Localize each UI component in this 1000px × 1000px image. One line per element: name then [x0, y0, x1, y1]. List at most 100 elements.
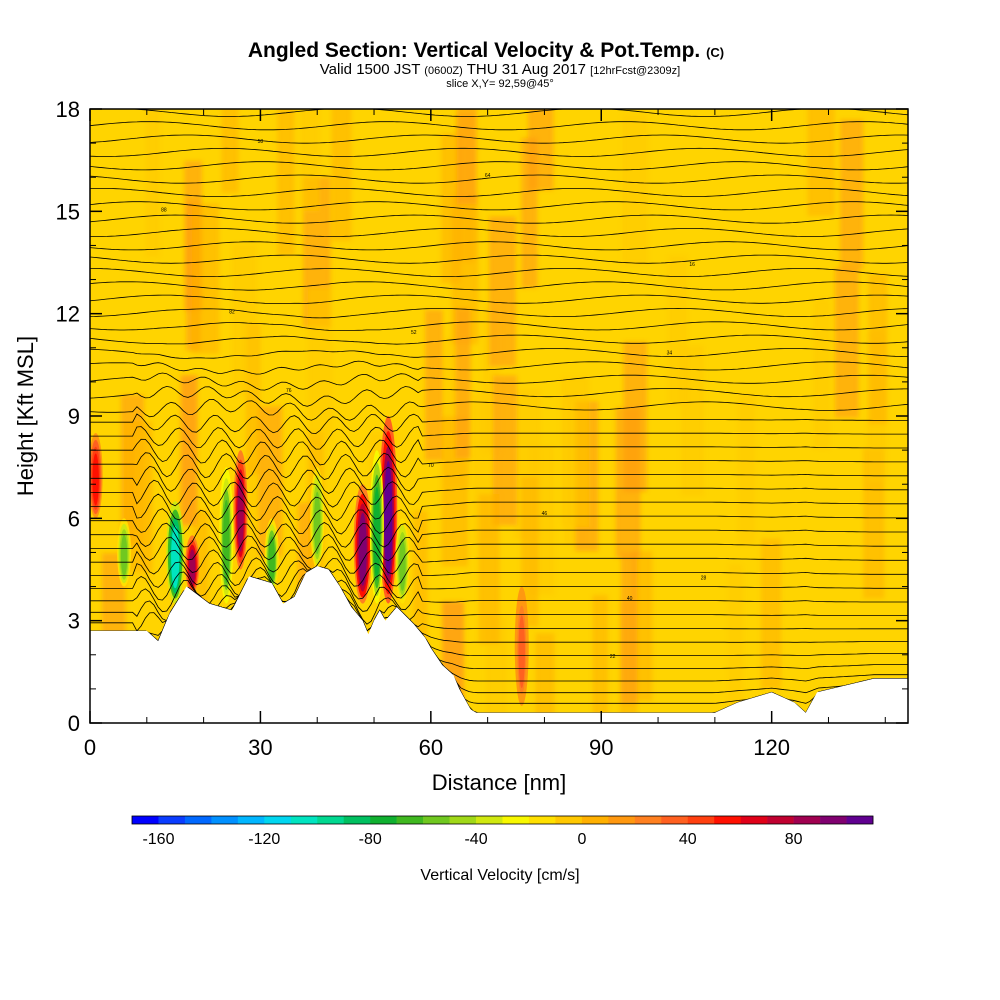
texture-patch: [191, 203, 220, 354]
downdraft-band-1-level-3: [171, 525, 180, 589]
y-tick-label: 6: [68, 506, 80, 531]
isentrope-line: [90, 348, 908, 359]
texture-patch: [424, 310, 443, 461]
texture-patch: [221, 109, 239, 193]
isentrope-line: [90, 147, 908, 157]
isentrope-label: 82: [229, 310, 235, 316]
downdraft-band-0-level-3: [120, 534, 128, 577]
texture-patch: [300, 109, 320, 211]
x-tick-label: 0: [84, 735, 96, 760]
colorbar-segment: [581, 816, 609, 824]
isentrope-line: [90, 566, 908, 601]
colorbar-tick-label: -80: [359, 831, 382, 848]
valid-date: THU 31 Aug 2017: [467, 61, 586, 78]
isentrope-label: 34: [667, 351, 673, 357]
downdraft-band-2-level-3: [223, 499, 230, 584]
texture-patch: [863, 448, 885, 599]
isentrope-label: 52: [411, 330, 417, 336]
colorbar-segment: [449, 816, 477, 824]
colorbar-segment: [502, 816, 530, 824]
colorbar-segment: [661, 816, 689, 824]
isentrope-line: [90, 121, 908, 131]
isentrope-line: [90, 372, 908, 391]
isentrope-line: [90, 228, 908, 237]
isentrope-line: [90, 522, 908, 548]
isentrope-line: [90, 534, 908, 562]
isentrope-line: [90, 479, 908, 508]
colorbar-segment: [846, 816, 874, 824]
y-tick-label: 18: [56, 97, 80, 122]
downdraft-band-4-level-3: [314, 491, 321, 555]
isentrope-label: 58: [258, 139, 264, 145]
colorbar: -160 -120 -80 -40 0 40 80: [131, 815, 874, 848]
y-tick-label: 15: [56, 199, 80, 224]
texture-patch: [145, 109, 161, 258]
isentrope-label: 28: [701, 576, 707, 582]
isentrope-line: [90, 307, 908, 319]
isentrope-line: [90, 398, 908, 421]
isentrope-line: [90, 214, 908, 224]
colorbar-tick-label: -120: [248, 831, 280, 848]
isentrope-label: 22: [610, 654, 616, 660]
colorbar-segment: [476, 816, 503, 824]
texture-patch: [834, 267, 859, 418]
isentrope-line: [90, 321, 908, 331]
colorbar-tick-label: 80: [785, 831, 803, 848]
texture-patch: [527, 109, 554, 191]
colorbar-segment: [687, 816, 715, 824]
isentrope-label: 64: [485, 173, 491, 179]
colorbar-title: Vertical Velocity [cm/s]: [420, 867, 579, 884]
isentrope-label: 16: [689, 262, 695, 268]
valid-utc: (0600Z): [424, 65, 463, 77]
y-tick-label: 3: [68, 609, 80, 634]
texture-patch: [232, 244, 257, 395]
texture-patch: [456, 109, 477, 205]
isentrope-label: 40: [627, 596, 633, 602]
colorbar-segment: [793, 816, 821, 824]
isentrope-line: [90, 334, 908, 345]
isentrope-line: [90, 201, 908, 211]
x-tick-label: 60: [419, 735, 443, 760]
chart-title-unit: (C): [706, 45, 724, 60]
isentrope-line: [90, 566, 908, 643]
texture-patch: [592, 594, 608, 723]
colorbar-segment: [211, 816, 239, 824]
isentrope-label: 46: [542, 511, 548, 517]
colorbar-frame: [131, 815, 874, 825]
valid-prefix: Valid 1500 JST: [320, 61, 420, 78]
colorbar-segment: [634, 816, 662, 824]
updraft-band-5-level-3: [518, 615, 525, 689]
texture-patch: [561, 377, 590, 528]
texture-patch: [521, 476, 539, 627]
colorbar-segment: [317, 816, 345, 824]
texture-patch: [622, 114, 648, 265]
colorbar-segment: [740, 816, 768, 824]
x-tick-label: 120: [753, 735, 790, 760]
isentrope-line: [90, 254, 908, 264]
isentrope-line: [90, 360, 908, 375]
texture-patch: [308, 288, 332, 439]
colorbar-segment: [423, 816, 450, 824]
texture-patch: [813, 298, 830, 450]
updraft-band-1-level-3: [189, 549, 196, 585]
texture-patch: [868, 273, 888, 424]
isentrope-line: [90, 385, 908, 407]
colorbar-tick-label: -160: [142, 831, 174, 848]
isentrope-line: [90, 452, 908, 480]
colorbar-segment: [714, 816, 741, 824]
texture-patch: [489, 216, 516, 367]
texture-patch: [807, 109, 835, 216]
slice-label: slice X,Y= 92,59@45°: [446, 78, 554, 90]
isentrope-label: 88: [161, 207, 167, 213]
texture-patch: [728, 564, 743, 715]
y-axis-title: Height [Kft MSL]: [13, 336, 38, 496]
x-tick-label: 30: [248, 735, 272, 760]
colorbar-segment: [290, 816, 318, 824]
texture-patch: [455, 308, 471, 459]
isentrope-line: [90, 134, 908, 144]
colorbar-segment: [528, 816, 556, 824]
colorbar-segment: [396, 816, 424, 824]
plot-area: 88 82 76 70 64 58 52 46 40 34 28 22 16: [90, 109, 908, 723]
isentrope-line: [90, 188, 908, 198]
updraft-band-3-level-3: [358, 512, 367, 586]
